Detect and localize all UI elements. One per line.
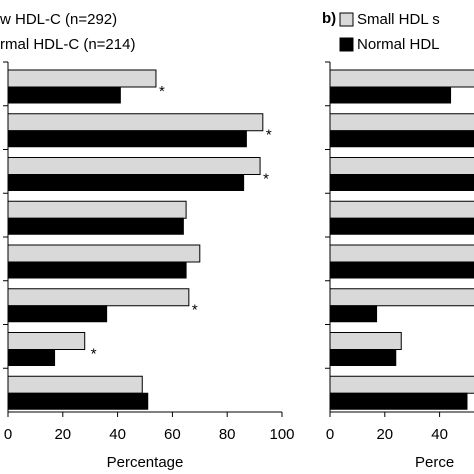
x-tick-label: 80 xyxy=(219,426,236,443)
legend-label: rmal HDL-C (n=214) xyxy=(0,36,135,53)
bar xyxy=(7,332,86,350)
legend-swatch xyxy=(339,12,354,27)
legend-label: Small HDL s xyxy=(357,11,440,28)
bar xyxy=(7,200,187,219)
bar xyxy=(329,332,402,350)
bar xyxy=(329,217,474,235)
bar xyxy=(7,375,143,394)
bar xyxy=(329,349,397,366)
x-axis-label: Percentage xyxy=(107,454,184,471)
bar xyxy=(329,392,468,410)
legend-swatch xyxy=(339,37,354,52)
bar xyxy=(7,288,190,307)
chart-area: * * * * * 0 20 40 60 80 100 Percentage w HDL-C (n=29… xyxy=(0,10,474,471)
bar xyxy=(7,261,187,279)
bar xyxy=(329,174,474,191)
significance-marker: * xyxy=(266,127,272,144)
x-tick-label: 100 xyxy=(269,426,294,443)
x-tick-label: 40 xyxy=(109,426,126,443)
bar xyxy=(329,130,474,148)
bar xyxy=(7,392,149,410)
bar xyxy=(329,113,474,132)
x-tick-label: 40 xyxy=(431,426,448,443)
bar xyxy=(329,305,378,323)
legend-label: w HDL-C (n=292) xyxy=(0,11,117,28)
bar xyxy=(7,157,261,175)
panel-label: b) xyxy=(322,10,336,27)
x-tick-label: 0 xyxy=(4,426,12,443)
bar xyxy=(7,113,264,132)
bar xyxy=(7,244,201,263)
bar xyxy=(329,86,452,104)
x-tick-label: 60 xyxy=(164,426,181,443)
bar xyxy=(329,261,474,279)
bar xyxy=(329,200,474,219)
bar xyxy=(7,349,56,366)
significance-marker: * xyxy=(91,345,97,362)
bar xyxy=(329,157,474,175)
x-tick-label: 20 xyxy=(376,426,393,443)
bar xyxy=(7,305,108,323)
bar xyxy=(7,130,247,148)
bar xyxy=(329,288,474,307)
bar xyxy=(7,217,184,235)
bar xyxy=(7,69,157,88)
significance-marker: * xyxy=(159,83,165,100)
x-tick-label: 0 xyxy=(326,426,334,443)
x-tick-label: 20 xyxy=(54,426,71,443)
legend-label: Normal HDL xyxy=(357,36,440,53)
bar xyxy=(329,375,474,394)
significance-marker: * xyxy=(263,170,269,187)
bar xyxy=(7,86,121,104)
bar xyxy=(329,69,474,88)
significance-marker: * xyxy=(192,302,198,319)
bar xyxy=(329,244,474,263)
x-axis-label: Perce xyxy=(415,454,454,471)
bar xyxy=(7,174,245,191)
